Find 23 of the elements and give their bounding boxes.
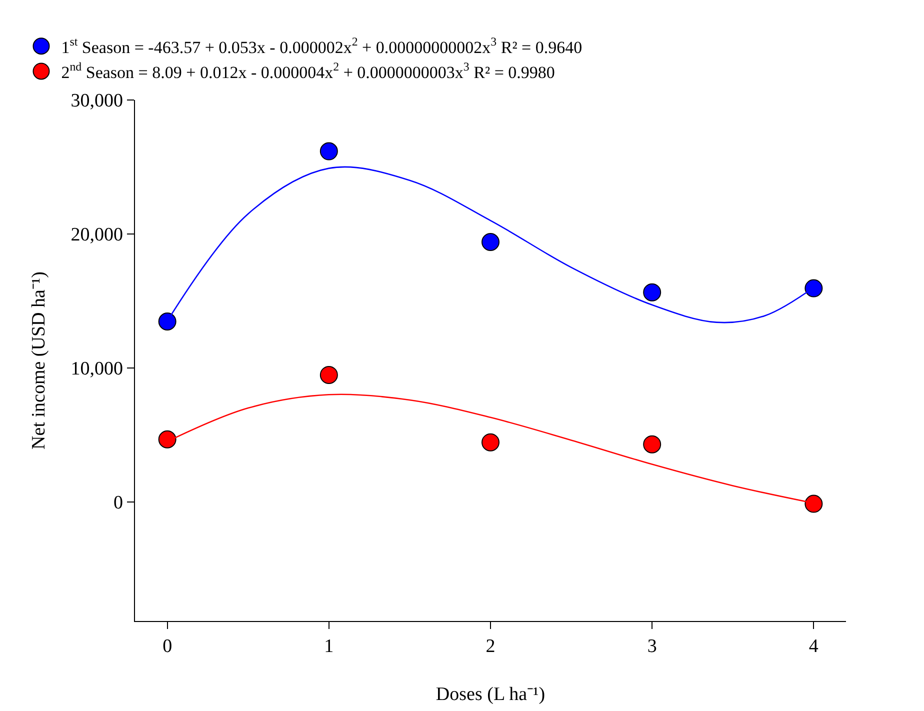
y-tick-label: 0 [114, 492, 124, 514]
x-tick-label: 0 [162, 636, 172, 657]
x-tick-label: 1 [324, 636, 334, 657]
point [804, 494, 823, 513]
legend-label: 2$^{nd}$ Season = 8.09 + 0.012x - 0.000004x$^{2}$ + 0.0000000003x$^{3}$ R² = 0.9980 [61, 60, 555, 82]
point [158, 312, 176, 331]
x-tick-label: 3 [647, 636, 657, 657]
y-tick-label: 20,000 [70, 224, 124, 246]
point [158, 430, 176, 448]
y-axis-title: Net income (USD ha⁻¹) [28, 272, 50, 450]
x-tick-label: 2 [486, 636, 496, 657]
point [482, 232, 500, 251]
point [320, 366, 338, 384]
legend-label: 1$^{st}$ Season = -463.57 + 0.053x - 0.000002x$^{2}$ + 0.00000000002x$^{3}$ R² = 0.9640 [61, 34, 582, 57]
point [804, 279, 823, 298]
x-axis-title: Doses (L ha⁻¹) [436, 684, 546, 705]
x-tick-label: 4 [808, 636, 819, 657]
y-tick-label: 10,000 [70, 358, 124, 380]
point [482, 433, 500, 452]
point [643, 283, 662, 302]
point [320, 142, 338, 160]
point [643, 435, 662, 454]
y-tick-label: 30,000 [70, 90, 124, 112]
